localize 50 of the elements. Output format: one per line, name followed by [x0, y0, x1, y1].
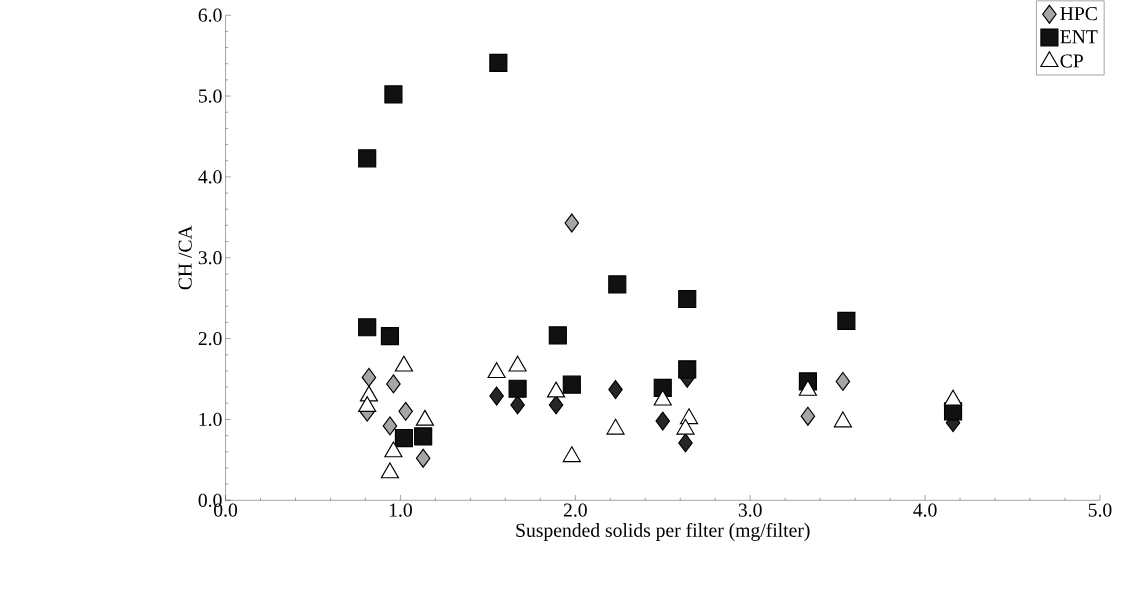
point — [562, 446, 581, 463]
legend-label: HPC — [1060, 7, 1097, 21]
x-tick-label: 4.0 — [913, 503, 937, 517]
point — [384, 85, 403, 104]
point — [358, 318, 377, 337]
point — [398, 401, 413, 421]
point — [508, 379, 527, 398]
x-tick-label: 2.0 — [563, 503, 587, 517]
point — [386, 374, 401, 394]
point — [394, 429, 414, 448]
point — [608, 380, 623, 400]
point — [800, 406, 816, 426]
point — [562, 375, 581, 394]
point — [548, 395, 564, 415]
x-tick-label: 3.0 — [738, 503, 762, 517]
point — [608, 275, 627, 294]
point — [358, 149, 377, 168]
point — [678, 289, 697, 309]
point — [678, 433, 693, 453]
point — [380, 462, 400, 479]
y-tick-label: 4.0 — [198, 170, 222, 184]
point — [380, 327, 400, 346]
x-axis-title: Suspended solids per filter (mg/filter) — [516, 522, 810, 541]
point — [489, 53, 508, 73]
point — [510, 395, 525, 415]
y-tick-label: 6.0 — [198, 8, 222, 22]
point — [415, 448, 431, 468]
point — [678, 360, 697, 379]
point — [358, 396, 377, 413]
point — [361, 367, 377, 387]
point — [414, 427, 433, 446]
y-axis-title: CH /CA — [178, 225, 192, 290]
point — [487, 362, 506, 379]
x-tick-label: 5.0 — [1088, 503, 1112, 517]
y-tick-label: 2.0 — [198, 331, 222, 346]
point — [548, 326, 567, 345]
point — [833, 411, 852, 428]
legend-label: CP — [1060, 54, 1083, 68]
point — [564, 213, 580, 233]
point — [384, 441, 403, 458]
point — [489, 386, 504, 406]
point — [837, 311, 856, 330]
y-tick-label: 5.0 — [199, 89, 222, 103]
y-tick-label: 1.0 — [199, 412, 222, 427]
x-tick-label: 1.0 — [389, 503, 412, 517]
point — [835, 371, 851, 392]
point — [382, 416, 398, 436]
point — [655, 411, 671, 431]
y-tick-label: 3.0 — [198, 251, 222, 265]
legend-label: ENT — [1060, 30, 1098, 44]
